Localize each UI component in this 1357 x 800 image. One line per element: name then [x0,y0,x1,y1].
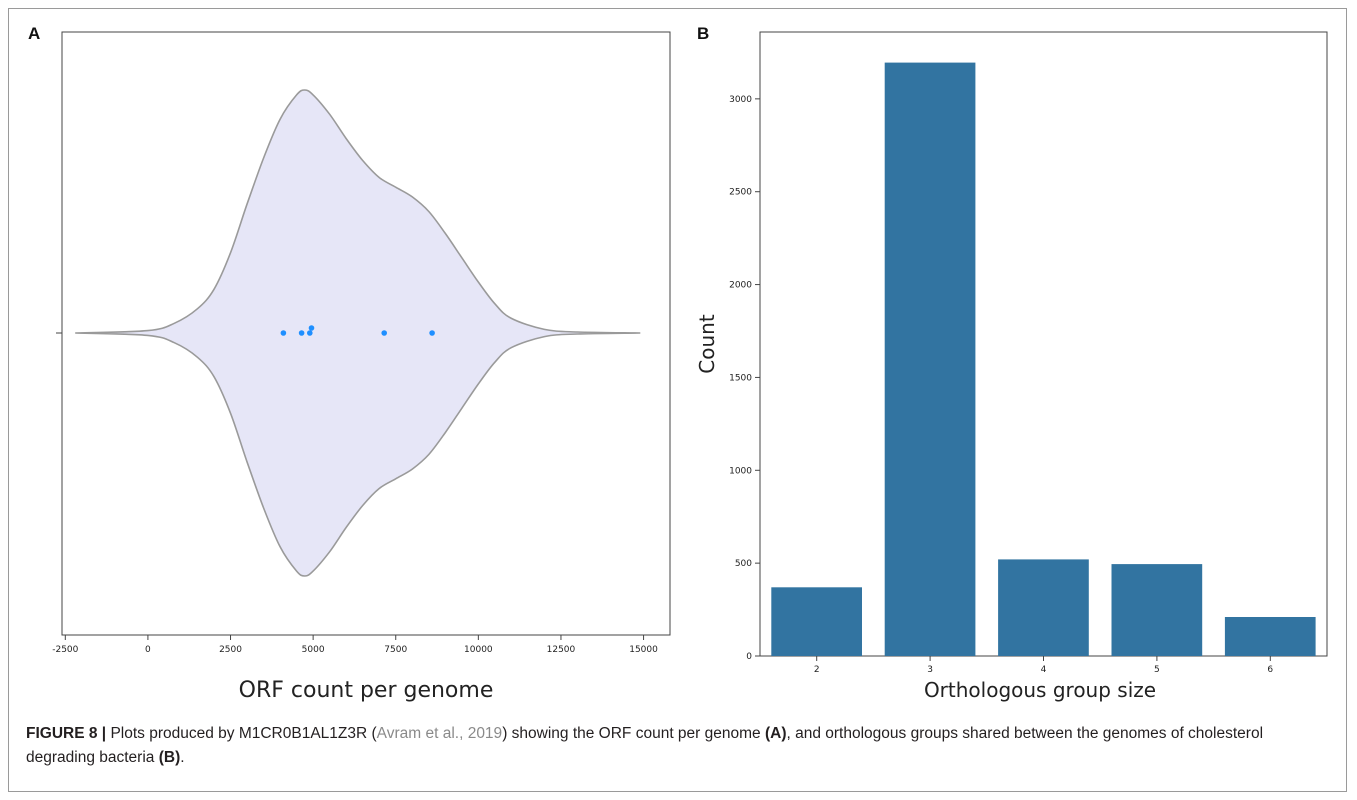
x-tick-label: 2500 [219,645,242,655]
panel-b-bar-chart: 0 500 1000 1500 2000 2500 3000 2 3 4 5 6 Orthologo… [695,31,1328,702]
panel-b-letter: B [697,24,710,43]
x-tick-label: -2500 [52,645,78,655]
panel-b-bars [771,62,1316,657]
caption-label: FIGURE 8 | [26,725,107,742]
y-tick-label: 0 [746,652,752,662]
panel-b-x-ticks: 2 3 4 5 6 [814,656,1273,675]
x-tick-label: 4 [1041,665,1047,675]
panel-a-points [280,325,435,336]
figure-charts: -2500 0 2500 5000 7500 10000 12500 15000 ORF co… [52,31,1328,703]
panel-b-y-ticks: 0 500 1000 1500 2000 2500 3000 [729,95,760,662]
strip-point [280,330,287,336]
x-tick-label: 2 [814,665,820,675]
bar [771,587,862,656]
y-tick-label: 1500 [729,373,752,383]
caption-citation-link[interactable]: Avram et al., 2019 [376,725,503,742]
strip-point [429,330,435,336]
bar [998,559,1089,656]
y-tick-label: 2000 [729,281,752,291]
strip-point [298,330,305,336]
x-tick-label: 15000 [629,645,658,655]
caption-text-4: . [180,749,185,766]
x-tick-label: 7500 [384,645,407,655]
panel-a-x-ticks: -2500 0 2500 5000 7500 10000 12500 15000 [52,635,658,655]
x-tick-label: 6 [1267,665,1273,675]
caption-ref-b: (B) [158,749,181,766]
x-tick-label: 10000 [464,645,493,655]
figure-frame [8,8,1347,792]
x-tick-label: 5000 [302,645,325,655]
caption-ref-a: (A) [764,725,787,742]
caption-text-3: , and orthologous groups shared between … [26,725,1264,766]
strip-point [381,330,388,336]
y-tick-label: 3000 [729,95,752,105]
strip-point [308,325,315,331]
panel-b-x-axis-label: Orthologous group size [924,678,1156,702]
violin-body [75,89,641,577]
panel-b-y-axis-label: Count [695,314,719,374]
caption-text-2: ) showing the ORF count per genome [502,725,765,742]
figure-caption: FIGURE 8 | Plots produced by M1CR0B1AL1Z… [26,722,1326,770]
x-tick-label: 12500 [547,645,576,655]
bar [1224,617,1316,656]
bar [1111,564,1203,656]
caption-text-1: Plots produced by M1CR0B1AL1Z3R ( [106,725,377,742]
bar [884,62,976,657]
panel-a-x-axis-label: ORF count per genome [239,678,494,703]
panel-a-violin-plot: -2500 0 2500 5000 7500 10000 12500 15000 ORF co… [52,31,671,703]
y-tick-label: 500 [735,559,752,569]
x-tick-label: 3 [927,665,933,675]
panel-a-letter: A [28,24,41,43]
strip-point [307,330,313,336]
x-tick-label: 5 [1154,665,1160,675]
y-tick-label: 1000 [729,466,752,476]
x-tick-label: 0 [145,645,151,655]
y-tick-label: 2500 [729,188,752,198]
